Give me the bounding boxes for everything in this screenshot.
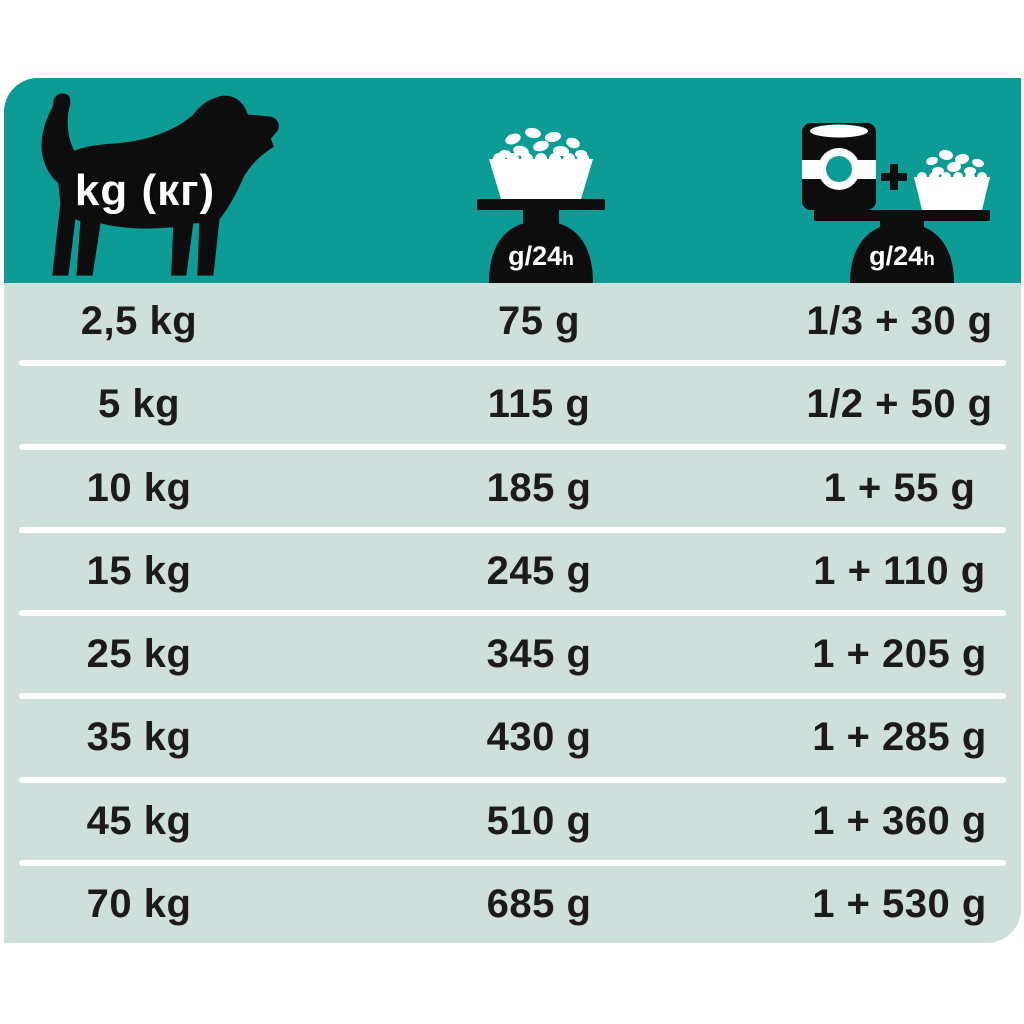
dry-amount-cell: 75 g: [497, 299, 581, 344]
table-row: 2,5 kg 75 g 1/3 + 30 g: [4, 283, 1021, 360]
dry-unit-suffix: h: [562, 249, 574, 270]
svg-text:g/24h: g/24h: [869, 241, 935, 271]
weight-cell: 10 kg: [86, 465, 192, 510]
feeding-guide-card: kg (кг): [4, 78, 1021, 943]
dry-food-column-header: g/24h: [461, 113, 621, 283]
weight-cell: 70 kg: [86, 881, 192, 926]
weight-cell: 45 kg: [86, 798, 192, 843]
row-divider: [19, 693, 1006, 700]
table-row: 5 kg 115 g 1/2 + 50 g: [4, 366, 1021, 443]
wet-unit-main: g/24: [869, 241, 923, 271]
wet-dry-amount-cell: 1 + 55 g: [823, 465, 976, 510]
wet-unit-suffix: h: [923, 249, 935, 270]
wet-dry-food-scale-icon: g/24h: [802, 123, 990, 283]
wet-dry-amount-cell: 1 + 205 g: [812, 632, 987, 677]
table-row: 45 kg 510 g 1 + 360 g: [4, 783, 1021, 860]
dry-amount-cell: 430 g: [486, 715, 592, 760]
weight-cell: 15 kg: [86, 548, 192, 593]
table-row: 15 kg 245 g 1 + 110 g: [4, 533, 1021, 610]
row-divider: [19, 360, 1006, 367]
dry-unit-main: g/24: [508, 241, 562, 271]
wet-dry-amount-cell: 1/3 + 30 g: [806, 299, 993, 344]
wet-dry-amount-cell: 1 + 110 g: [813, 548, 986, 593]
table-row: 10 kg 185 g 1 + 55 g: [4, 450, 1021, 527]
wet-dry-amount-cell: 1 + 530 g: [812, 881, 987, 926]
weight-cell: 35 kg: [86, 715, 192, 760]
plus-icon: [881, 164, 907, 190]
row-divider: [19, 526, 1006, 533]
dry-amount-cell: 345 g: [486, 632, 592, 677]
weight-cell: 5 kg: [97, 382, 181, 427]
dry-amount-cell: 185 g: [486, 465, 592, 510]
dry-amount-cell: 115 g: [487, 382, 591, 427]
weight-unit-label: kg (кг): [74, 166, 216, 215]
row-divider: [19, 859, 1006, 866]
table-row: 25 kg 345 g 1 + 205 g: [4, 616, 1021, 693]
dog-icon: [41, 93, 279, 276]
dry-amount-cell: 245 g: [486, 548, 592, 593]
row-divider: [19, 443, 1006, 450]
table-row: 70 kg 685 g 1 + 530 g: [4, 866, 1021, 943]
weight-cell: 25 kg: [86, 632, 192, 677]
dry-amount-cell: 685 g: [486, 881, 592, 926]
wet-dry-food-column-header: g/24h: [786, 113, 1016, 283]
wet-dry-amount-cell: 1 + 285 g: [812, 715, 987, 760]
table-header: kg (кг): [4, 78, 1021, 283]
dog-column-header: kg (кг): [22, 88, 286, 286]
svg-text:g/24h: g/24h: [508, 241, 574, 271]
dry-food-scale-icon: g/24h: [477, 127, 605, 283]
wet-dry-amount-cell: 1 + 360 g: [812, 798, 987, 843]
row-divider: [19, 776, 1006, 783]
table-row: 35 kg 430 g 1 + 285 g: [4, 699, 1021, 776]
wet-dry-amount-cell: 1/2 + 50 g: [806, 382, 993, 427]
feeding-table: 2,5 kg 75 g 1/3 + 30 g 5 kg 115 g 1/2 + …: [4, 283, 1021, 943]
dry-amount-cell: 510 g: [486, 798, 592, 843]
row-divider: [19, 610, 1006, 616]
weight-cell: 2,5 kg: [80, 299, 198, 344]
